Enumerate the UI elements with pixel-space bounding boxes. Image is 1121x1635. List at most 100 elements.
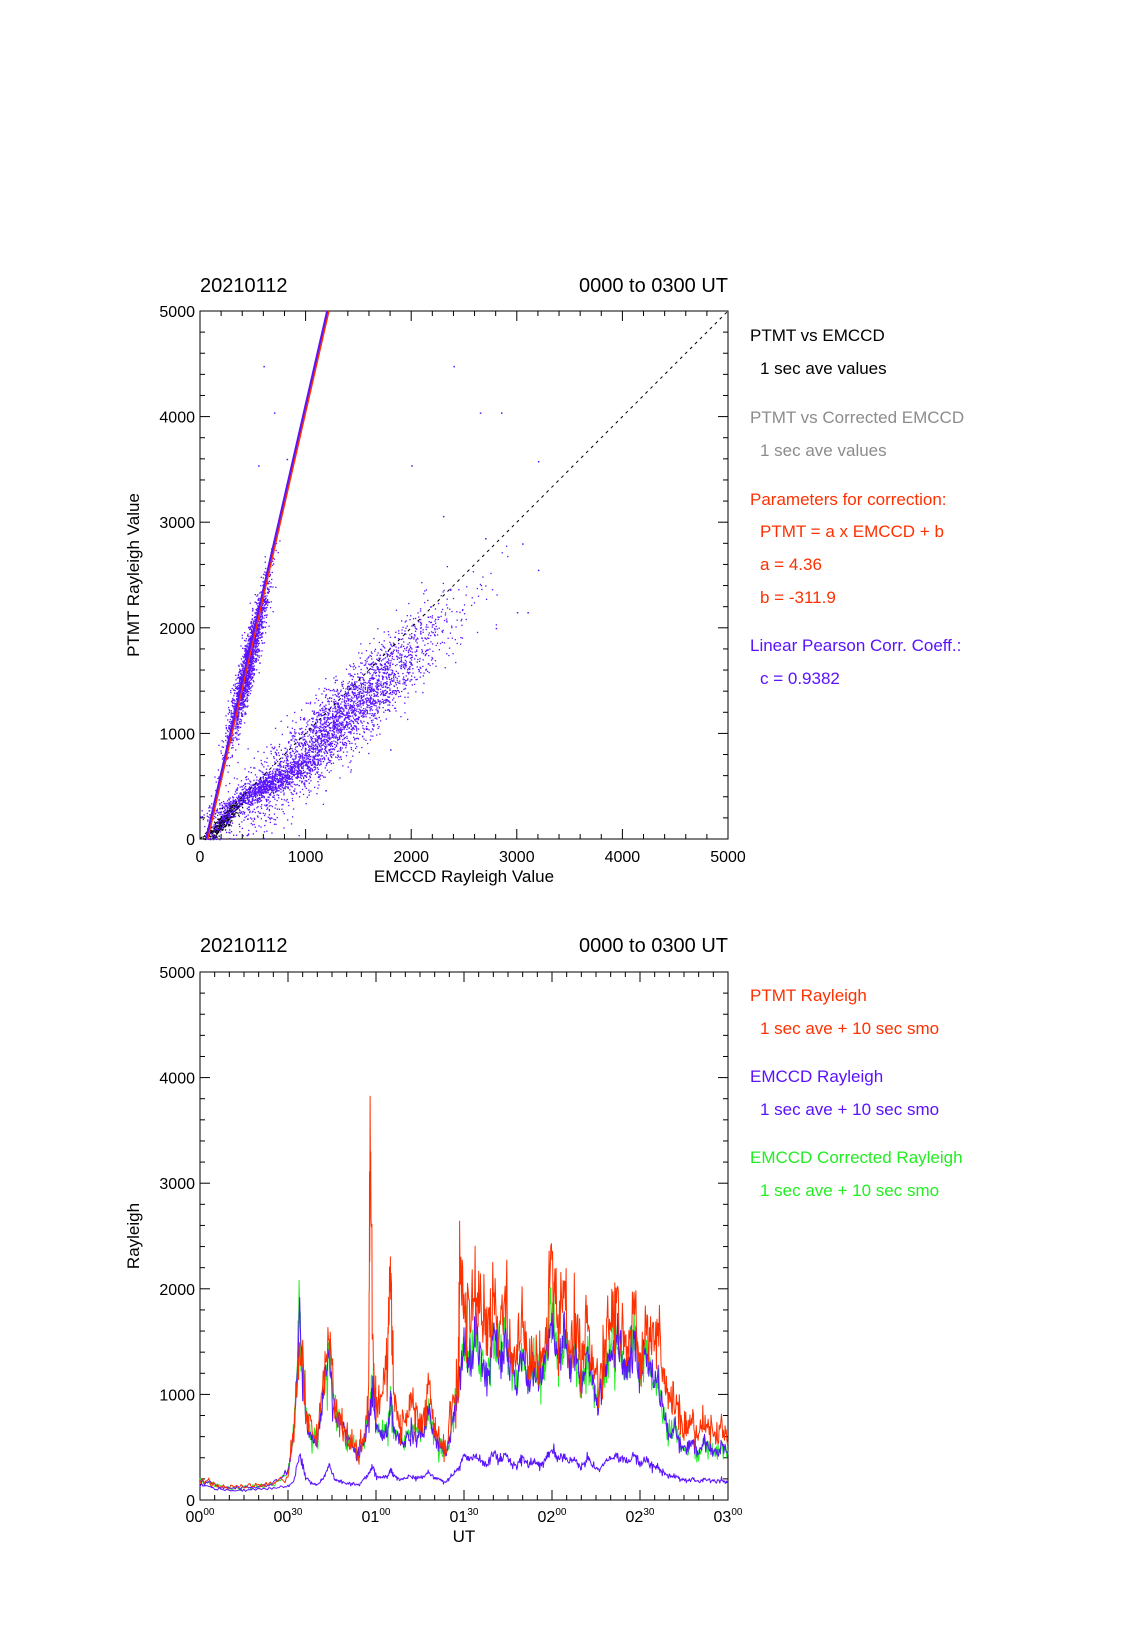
scatter-point [363, 683, 365, 686]
scatter-point [295, 732, 297, 734]
scatter-point [361, 702, 364, 705]
scatter-point [372, 729, 374, 731]
scatter-point [380, 684, 382, 686]
scatter-point [506, 545, 508, 547]
scatter-point [251, 628, 253, 630]
scatter-point [350, 665, 352, 668]
scatter-point [458, 589, 460, 591]
scatter-point [420, 624, 422, 626]
scatter-point [330, 748, 332, 750]
scatter-point [290, 732, 293, 734]
scatter-point [233, 799, 235, 802]
scatter-point [377, 700, 379, 703]
scatter-point [314, 738, 316, 740]
scatter-point [383, 631, 385, 633]
scatter-point [381, 686, 383, 688]
scatter-point [405, 627, 407, 629]
scatter-point [395, 649, 398, 651]
scatter-point [247, 684, 249, 687]
scatter-point [295, 756, 297, 758]
scatter-point [421, 637, 423, 639]
scatter-point [291, 773, 293, 775]
scatter-point [237, 673, 240, 676]
scatter-point [287, 762, 289, 765]
scatter-point [358, 688, 360, 690]
scatter-point [266, 761, 268, 763]
scatter-point [398, 675, 400, 677]
scatter-point [321, 755, 323, 757]
scatter-point [366, 694, 368, 696]
scatter-point [273, 563, 275, 565]
scatter-point [336, 750, 339, 752]
scatter-point [246, 689, 248, 691]
scatter-point [276, 787, 278, 789]
scatter-point [246, 679, 248, 681]
scatter-point [273, 768, 275, 770]
scatter-point [325, 725, 327, 728]
scatter-point [399, 653, 401, 655]
scatter-point [324, 696, 327, 699]
scatter-point [259, 618, 261, 620]
scatter-point [389, 693, 391, 695]
scatter-point [318, 753, 320, 756]
scatter-point [264, 621, 266, 623]
scatter-point [362, 686, 365, 688]
scatter-point [327, 743, 329, 745]
scatter-point [383, 672, 385, 675]
scatter-point [243, 694, 245, 696]
scatter-point [352, 727, 355, 730]
scatter-point [247, 669, 250, 671]
scatter-point [359, 657, 361, 659]
scatter-point [324, 759, 326, 761]
scatter-point [414, 635, 416, 637]
scatter-point [261, 615, 263, 617]
scatter-point [318, 714, 320, 716]
scatter-point [265, 798, 267, 800]
scatter-point [372, 668, 374, 671]
scatter-point [257, 816, 259, 818]
scatter-point [241, 702, 243, 704]
scatter-point [255, 602, 257, 604]
scatter-point [256, 651, 258, 654]
scatter-point [233, 834, 235, 836]
scatter-point [334, 726, 336, 728]
scatter-point [307, 772, 309, 774]
scatter-point [391, 691, 394, 694]
scatter-point [382, 694, 384, 696]
scatter-point [298, 770, 301, 772]
scatter-point [236, 698, 238, 700]
scatter-point [282, 790, 284, 792]
scatter-point [244, 783, 246, 785]
scatter-point [434, 620, 436, 622]
scatter-point [404, 681, 406, 684]
scatter-point [441, 608, 444, 611]
scatter-point [273, 747, 275, 750]
scatter-point [236, 682, 238, 685]
scatter-point [374, 702, 377, 704]
scatter-point [354, 688, 356, 690]
scatter-point [291, 797, 293, 800]
scatter-point [260, 620, 263, 622]
scatter-point [258, 825, 260, 827]
scatter-point [252, 655, 254, 657]
scatter-point [388, 659, 390, 662]
scatter-point [348, 723, 350, 725]
scatter-point [261, 610, 263, 612]
scatter-point [428, 632, 430, 634]
scatter-point [251, 670, 253, 672]
scatter-point [341, 712, 343, 714]
scatter-point [368, 680, 370, 682]
scatter-point [269, 575, 271, 577]
scatter-point [354, 738, 356, 740]
scatter-point [354, 739, 356, 741]
scatter-point [264, 781, 266, 783]
scatter-point [408, 673, 410, 675]
scatter-point [436, 642, 439, 644]
scatter-point [345, 744, 347, 746]
scatter-point [247, 748, 249, 750]
scatter-point [290, 751, 292, 754]
scatter-point [316, 793, 318, 795]
scatter-point [378, 678, 380, 680]
scatter-point [307, 720, 309, 722]
scatter-point [402, 672, 404, 675]
